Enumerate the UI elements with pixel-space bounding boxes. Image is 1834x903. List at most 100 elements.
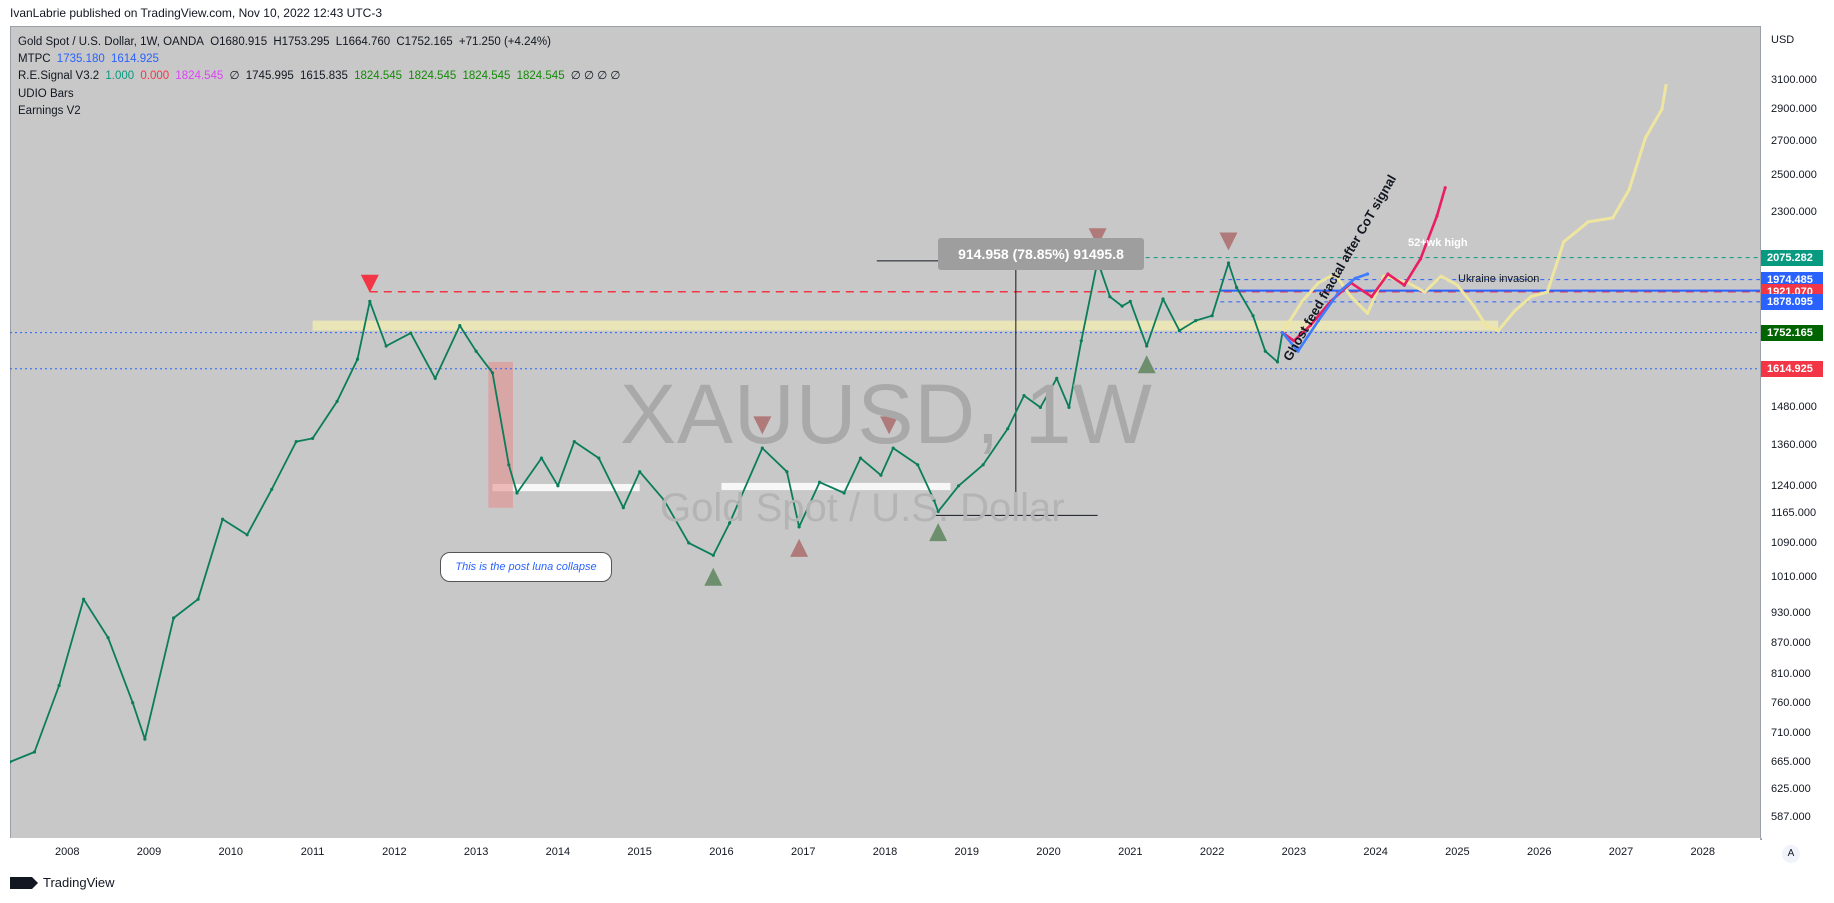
time-axis[interactable]: 2008 2009 2010 2011 2012 2013 2014 2015 2016 2017… xyxy=(10,838,1760,868)
time-tick-label: 2023 xyxy=(1281,846,1307,858)
time-tick-label: 2027 xyxy=(1608,846,1634,858)
time-tick-label: 2016 xyxy=(709,846,734,858)
price-chart[interactable] xyxy=(10,26,1760,838)
support-zone-1 xyxy=(492,483,640,492)
data-point-s1-20 xyxy=(458,324,462,328)
data-point-s1-35 xyxy=(760,446,764,450)
data-point-s1-40 xyxy=(858,456,863,460)
price-tick-label: 760.000 xyxy=(1771,696,1811,709)
data-point-s1-64 xyxy=(1235,285,1239,290)
data-point-s1-27 xyxy=(572,440,576,444)
data-point-s2-17 xyxy=(1562,240,1566,244)
data-point-s1-12 xyxy=(294,440,298,444)
data-point-s1-5 xyxy=(131,701,135,705)
legend-resignal-v1: 1.000 xyxy=(105,70,135,83)
data-point-s2-14 xyxy=(1513,309,1517,313)
data-point-s2-13 xyxy=(1496,329,1500,333)
data-point-s1-6 xyxy=(143,737,147,741)
data-point-s1-33 xyxy=(711,553,715,557)
sell-arrow-2011-icon xyxy=(360,274,379,293)
buy-arrow-2016-icon xyxy=(790,538,809,557)
legend-close: C1752.165 xyxy=(396,36,453,48)
data-point-s2-1 xyxy=(1300,299,1304,303)
legend-resignal-name: R.E.Signal V3.2 xyxy=(18,70,100,83)
price-tick-label: 930.000 xyxy=(1771,607,1811,620)
price-tick-label: 810.000 xyxy=(1771,668,1811,681)
auto-scale-button[interactable]: A xyxy=(1782,845,1800,863)
time-tick-label: 2009 xyxy=(136,846,162,858)
data-point-s1-24 xyxy=(515,491,519,495)
data-point-s1-57 xyxy=(1128,299,1132,303)
time-tick-label: 2026 xyxy=(1526,846,1552,858)
data-point-s1-30 xyxy=(638,470,642,474)
time-tick-label: 2011 xyxy=(300,846,325,858)
data-point-s2-8 xyxy=(1423,290,1427,294)
legend-resignal-line[interactable]: R.E.Signal V3.2 1.000 0.000 1824.545 ∅ 1… xyxy=(18,68,623,85)
data-point-s3-9 xyxy=(1435,214,1439,218)
price-tag: 2075.282 xyxy=(1761,249,1823,266)
legend-resignal-v2: 0.000 xyxy=(140,70,170,83)
chart-legend[interactable]: Gold Spot / U.S. Dollar, 1W, OANDA O1680… xyxy=(18,34,623,120)
data-point-s1-43 xyxy=(916,463,920,467)
data-point-s1-62 xyxy=(1210,314,1214,318)
tradingview-logo-icon xyxy=(10,876,38,889)
series-line-2 xyxy=(1281,85,1668,334)
tradingview-brand[interactable]: TradingView xyxy=(10,875,115,890)
data-point-s2-12 xyxy=(1484,324,1488,328)
data-point-s1-42 xyxy=(891,446,895,450)
price-axis[interactable]: USD 3100.000 2900.000 2700.000 2500.000 2300… xyxy=(1760,26,1833,838)
data-point-s1-65 xyxy=(1251,314,1255,318)
legend-resignal-v11: ∅ ∅ ∅ ∅ xyxy=(570,70,621,83)
drop-zone xyxy=(488,361,513,508)
data-point-s1-29 xyxy=(621,506,625,510)
data-point-s1-8 xyxy=(196,597,200,601)
data-point-s3-1 xyxy=(1292,339,1296,343)
measure-label[interactable]: 914.958 (78.85%) 91495.8 xyxy=(938,238,1144,270)
data-point-s2-3 xyxy=(1333,272,1337,276)
price-tick-label: 1165.000 xyxy=(1771,507,1817,520)
sell-arrow-2016-icon xyxy=(753,416,772,435)
data-point-s1-17 xyxy=(384,344,388,348)
label-52wk-high: 52+wk high xyxy=(1408,237,1468,249)
legend-resignal-v10: 1824.545 xyxy=(516,70,565,83)
legend-earnings-line[interactable]: Earnings V2 xyxy=(18,104,81,117)
sell-arrow-2022-icon xyxy=(1219,232,1238,251)
price-tag: 1878.095 xyxy=(1761,293,1823,310)
data-point-s1-39 xyxy=(842,491,846,495)
tradingview-brand-text: TradingView xyxy=(43,875,115,890)
time-tick-label: 2017 xyxy=(790,846,816,858)
legend-resignal-v9: 1824.545 xyxy=(462,70,511,83)
legend-resignal-v5: 1745.995 xyxy=(245,70,294,83)
legend-udio-line[interactable]: UDIO Bars xyxy=(18,87,74,100)
price-tick-label: 1360.000 xyxy=(1771,438,1817,451)
currency-label: USD xyxy=(1771,34,1795,46)
data-point-s1-15 xyxy=(355,357,360,361)
data-point-s2-16 xyxy=(1545,290,1549,294)
time-tick-label: 2022 xyxy=(1199,846,1225,858)
data-point-s4-5 xyxy=(1365,272,1370,276)
data-point-s1-1 xyxy=(32,750,37,754)
legend-symbol-line[interactable]: Gold Spot / U.S. Dollar, 1W, OANDA O1680… xyxy=(18,34,623,51)
data-point-s4-1 xyxy=(1296,349,1300,353)
chart-pane[interactable] xyxy=(10,26,1762,840)
legend-change: +71.250 (+4.24%) xyxy=(458,36,551,48)
time-tick-label: 2010 xyxy=(218,846,244,858)
legend-resignal-v3: 1824.545 xyxy=(175,70,224,83)
legend-resignal-v7: 1824.545 xyxy=(354,70,403,83)
price-tick-label: 1480.000 xyxy=(1771,401,1817,414)
legend-resignal-v6: 1615.835 xyxy=(299,70,348,83)
sell-arrow-2018-icon xyxy=(880,416,899,435)
data-point-s1-36 xyxy=(785,470,789,474)
sell-arrow-2020-icon xyxy=(1088,228,1107,247)
time-tick-label: 2021 xyxy=(1118,846,1143,858)
plot-area[interactable]: XAUUSD, 1W Gold Spot / U.S. Dollar Gold … xyxy=(10,26,1760,838)
data-point-s1-23 xyxy=(507,463,511,467)
callout-luna[interactable]: This is the post luna collapse xyxy=(440,552,612,582)
data-point-s2-18 xyxy=(1586,220,1590,224)
time-tick-label: 2025 xyxy=(1445,846,1470,858)
series-line-1 xyxy=(10,260,1284,763)
time-tick-label: 2020 xyxy=(1036,846,1061,858)
data-point-s1-21 xyxy=(474,349,478,353)
data-point-s1-37 xyxy=(797,525,801,529)
legend-mtpc-line[interactable]: MTPC 1735.180 1614.925 xyxy=(18,51,623,68)
